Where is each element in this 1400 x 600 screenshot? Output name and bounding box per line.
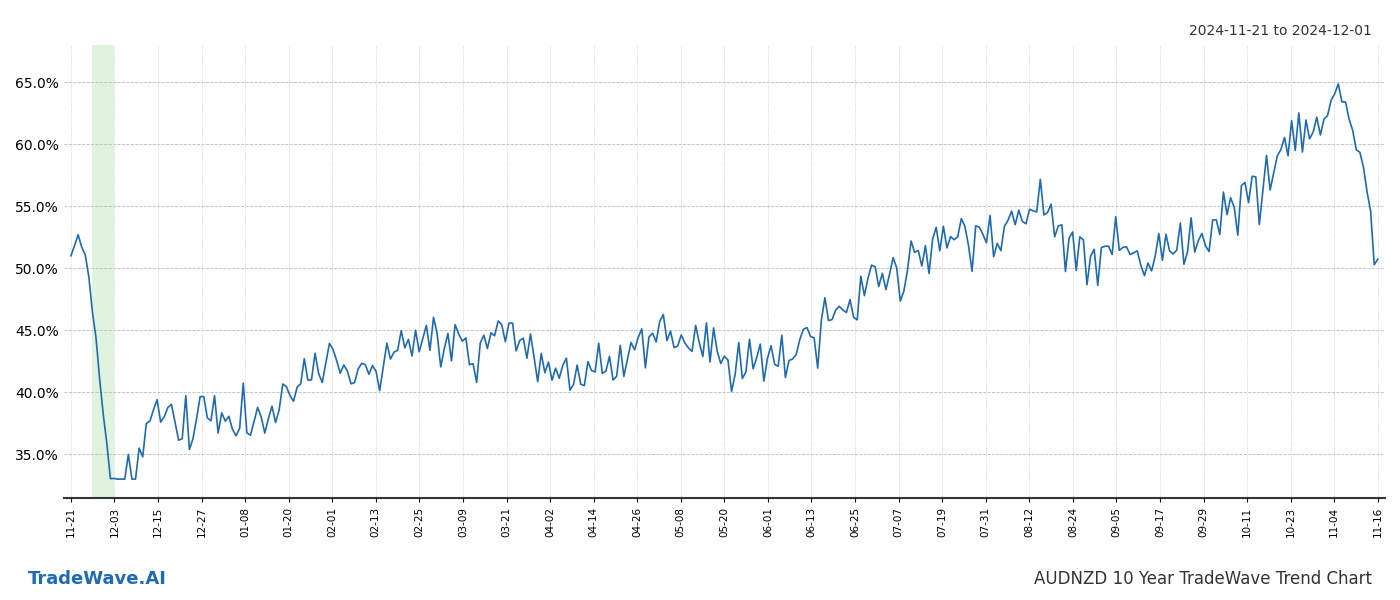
Text: AUDNZD 10 Year TradeWave Trend Chart: AUDNZD 10 Year TradeWave Trend Chart: [1035, 570, 1372, 588]
Text: 2024-11-21 to 2024-12-01: 2024-11-21 to 2024-12-01: [1189, 24, 1372, 38]
Bar: [92, 45, 113, 498]
Text: TradeWave.AI: TradeWave.AI: [28, 570, 167, 588]
